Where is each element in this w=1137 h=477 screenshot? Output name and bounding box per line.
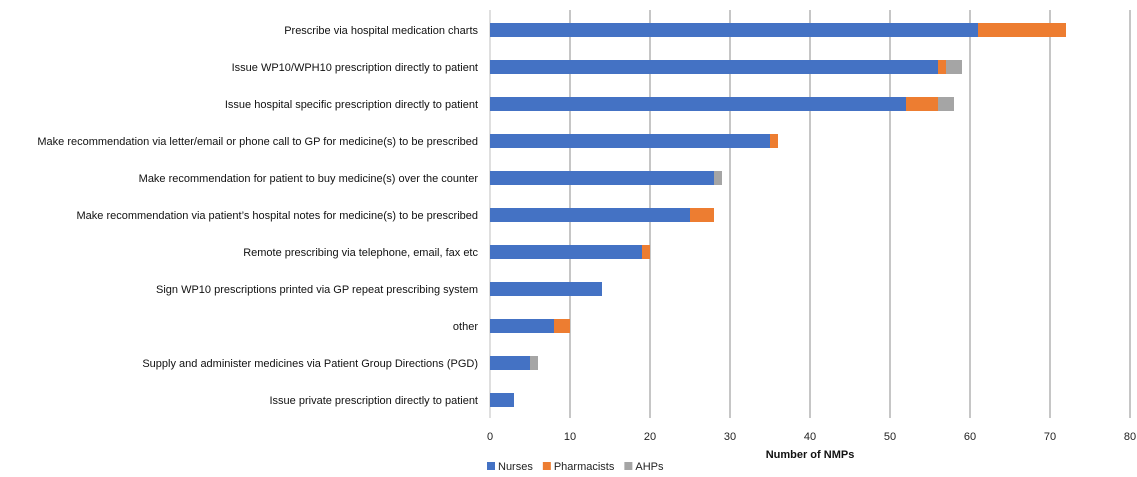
legend-label-nurses: Nurses bbox=[498, 461, 533, 473]
x-tick-label: 30 bbox=[724, 431, 736, 443]
legend: Nurses Pharmacists AHPs bbox=[487, 461, 664, 473]
category-label: Make recommendation via patient’s hospit… bbox=[77, 210, 479, 222]
x-tick-label: 50 bbox=[884, 431, 896, 443]
bar-pharmacists-6 bbox=[642, 245, 650, 259]
bar-pharmacists-3 bbox=[770, 134, 778, 148]
bar-nurses-5 bbox=[490, 208, 690, 222]
bars bbox=[490, 23, 1066, 407]
category-label: Remote prescribing via telephone, email,… bbox=[243, 247, 478, 259]
bar-nurses-7 bbox=[490, 282, 602, 296]
bar-ahps-2 bbox=[938, 97, 954, 111]
category-label: Issue hospital specific prescription dir… bbox=[225, 99, 478, 111]
bar-ahps-1 bbox=[946, 60, 962, 74]
bar-pharmacists-2 bbox=[906, 97, 938, 111]
bar-pharmacists-1 bbox=[938, 60, 946, 74]
legend-swatch-nurses bbox=[487, 462, 495, 470]
x-tick-label: 40 bbox=[804, 431, 816, 443]
category-label: Sign WP10 prescriptions printed via GP r… bbox=[156, 284, 478, 296]
category-label: Make recommendation for patient to buy m… bbox=[139, 173, 479, 185]
bar-pharmacists-0 bbox=[978, 23, 1066, 37]
category-label: Issue private prescription directly to p… bbox=[270, 395, 479, 407]
x-axis-title: Number of NMPs bbox=[766, 449, 855, 461]
legend-label-ahps: AHPs bbox=[635, 461, 664, 473]
bar-ahps-4 bbox=[714, 171, 722, 185]
category-label: Make recommendation via letter/email or … bbox=[37, 136, 478, 148]
category-label: Prescribe via hospital medication charts bbox=[284, 25, 478, 37]
bar-pharmacists-5 bbox=[690, 208, 714, 222]
bar-nurses-9 bbox=[490, 356, 530, 370]
bar-nurses-4 bbox=[490, 171, 714, 185]
x-tick-label: 80 bbox=[1124, 431, 1136, 443]
bar-nurses-8 bbox=[490, 319, 554, 333]
bar-pharmacists-8 bbox=[554, 319, 570, 333]
x-tick-label: 60 bbox=[964, 431, 976, 443]
category-label: Issue WP10/WPH10 prescription directly t… bbox=[232, 62, 478, 74]
bar-nurses-0 bbox=[490, 23, 978, 37]
gridlines bbox=[489, 10, 1131, 418]
x-tick-labels: 0 10 20 30 40 50 60 70 80 bbox=[487, 431, 1136, 443]
bar-nurses-2 bbox=[490, 97, 906, 111]
x-tick-label: 0 bbox=[487, 431, 493, 443]
x-tick-label: 20 bbox=[644, 431, 656, 443]
legend-label-pharmacists: Pharmacists bbox=[554, 461, 615, 473]
bar-nurses-1 bbox=[490, 60, 938, 74]
legend-swatch-pharmacists bbox=[542, 462, 551, 470]
bar-nurses-6 bbox=[490, 245, 642, 259]
category-label: Supply and administer medicines via Pati… bbox=[142, 358, 478, 370]
category-labels: Prescribe via hospital medication charts… bbox=[37, 25, 478, 407]
category-label: other bbox=[453, 321, 478, 333]
legend-swatch-ahps bbox=[624, 462, 633, 470]
bar-nurses-3 bbox=[490, 134, 770, 148]
x-tick-label: 70 bbox=[1044, 431, 1056, 443]
bar-nurses-10 bbox=[490, 393, 514, 407]
x-tick-label: 10 bbox=[564, 431, 576, 443]
bar-ahps-9 bbox=[530, 356, 538, 370]
